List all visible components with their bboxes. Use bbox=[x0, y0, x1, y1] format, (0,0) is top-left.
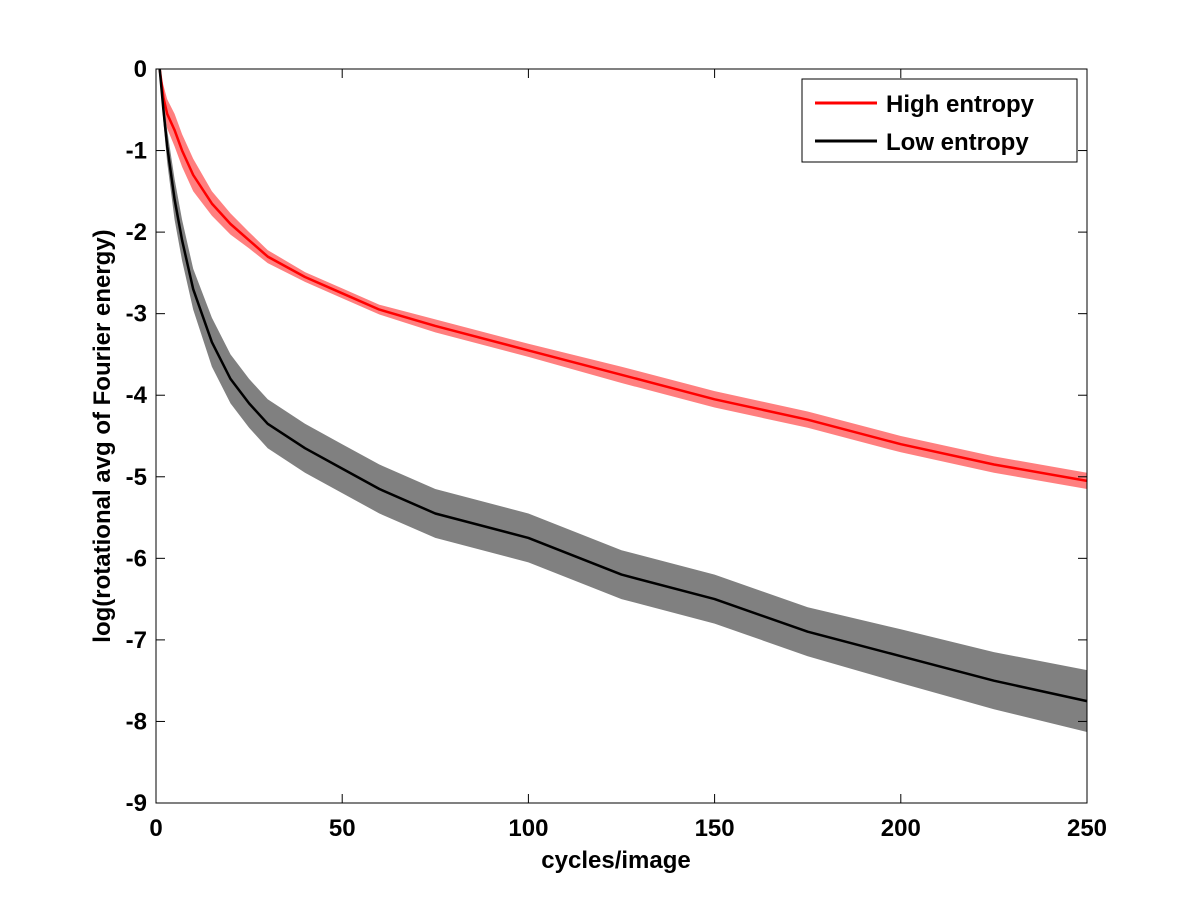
x-tick-label: 150 bbox=[695, 815, 735, 842]
x-tick-label: 250 bbox=[1067, 815, 1107, 842]
band-series-1 bbox=[159, 69, 1087, 732]
y-axis-label: log(rotational avg of Fourier energy) bbox=[89, 229, 116, 642]
legend-label-series-1: Low entropy bbox=[886, 129, 1029, 156]
y-tick-label: -3 bbox=[126, 301, 147, 328]
y-tick-label: -2 bbox=[126, 219, 147, 246]
y-tick-label: -7 bbox=[126, 627, 147, 654]
legend-label-series-0: High entropy bbox=[886, 91, 1035, 118]
y-tick-label: -4 bbox=[126, 382, 148, 409]
plot-frame bbox=[155, 68, 1088, 804]
series-lines bbox=[158, 68, 1088, 703]
x-tick-label: 50 bbox=[329, 815, 356, 842]
legend: High entropy Low entropy bbox=[801, 78, 1078, 163]
line-series-0 bbox=[158, 68, 1088, 483]
y-tick-label: -6 bbox=[126, 545, 147, 572]
x-tick-label: 100 bbox=[508, 815, 548, 842]
x-tick-label: 200 bbox=[881, 815, 921, 842]
y-tick-label: -5 bbox=[126, 464, 147, 491]
y-tick-label: 0 bbox=[134, 56, 147, 83]
x-tick-label: 0 bbox=[149, 815, 162, 842]
legend-box bbox=[801, 78, 1078, 163]
y-tick-label: -8 bbox=[126, 708, 147, 735]
confidence-bands bbox=[159, 69, 1087, 732]
x-axis-label: cycles/image bbox=[541, 847, 690, 874]
y-tick-label: -9 bbox=[126, 790, 147, 817]
y-axis-ticks: 0 -1 -2 -3 -4 -5 -6 -7 -8 -9 bbox=[126, 56, 1087, 817]
x-axis-ticks: 0 50 100 150 200 250 bbox=[149, 69, 1107, 842]
y-tick-label: -1 bbox=[126, 138, 147, 165]
line-series-1 bbox=[158, 68, 1088, 703]
